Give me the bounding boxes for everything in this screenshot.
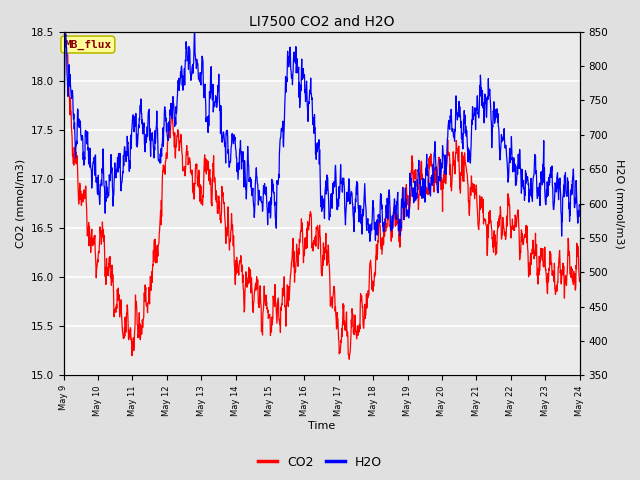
Text: MB_flux: MB_flux (64, 39, 111, 49)
CO2 (60, 62, 67, 68)
X-axis label: Time: Time (308, 421, 335, 432)
H2O (60, 145, 67, 151)
CO2 (346, 356, 353, 362)
Legend: CO2, H2O: CO2, H2O (253, 451, 387, 474)
CO2 (279, 288, 287, 293)
CO2 (121, 333, 129, 339)
CO2 (299, 240, 307, 246)
CO2 (354, 333, 362, 338)
Y-axis label: H2O (mmol/m3): H2O (mmol/m3) (615, 159, 625, 249)
Line: CO2: CO2 (63, 34, 580, 359)
CO2 (61, 31, 69, 36)
H2O (100, 165, 108, 171)
H2O (576, 203, 584, 208)
Y-axis label: CO2 (mmol/m3): CO2 (mmol/m3) (15, 159, 25, 248)
H2O (120, 144, 128, 150)
H2O (366, 239, 374, 244)
H2O (191, 29, 198, 35)
Title: LI7500 CO2 and H2O: LI7500 CO2 and H2O (249, 15, 394, 29)
CO2 (576, 279, 584, 285)
CO2 (290, 264, 298, 270)
H2O (290, 56, 298, 62)
H2O (279, 118, 287, 124)
Line: H2O: H2O (63, 32, 580, 241)
H2O (354, 180, 362, 186)
H2O (299, 73, 307, 79)
CO2 (100, 239, 108, 244)
